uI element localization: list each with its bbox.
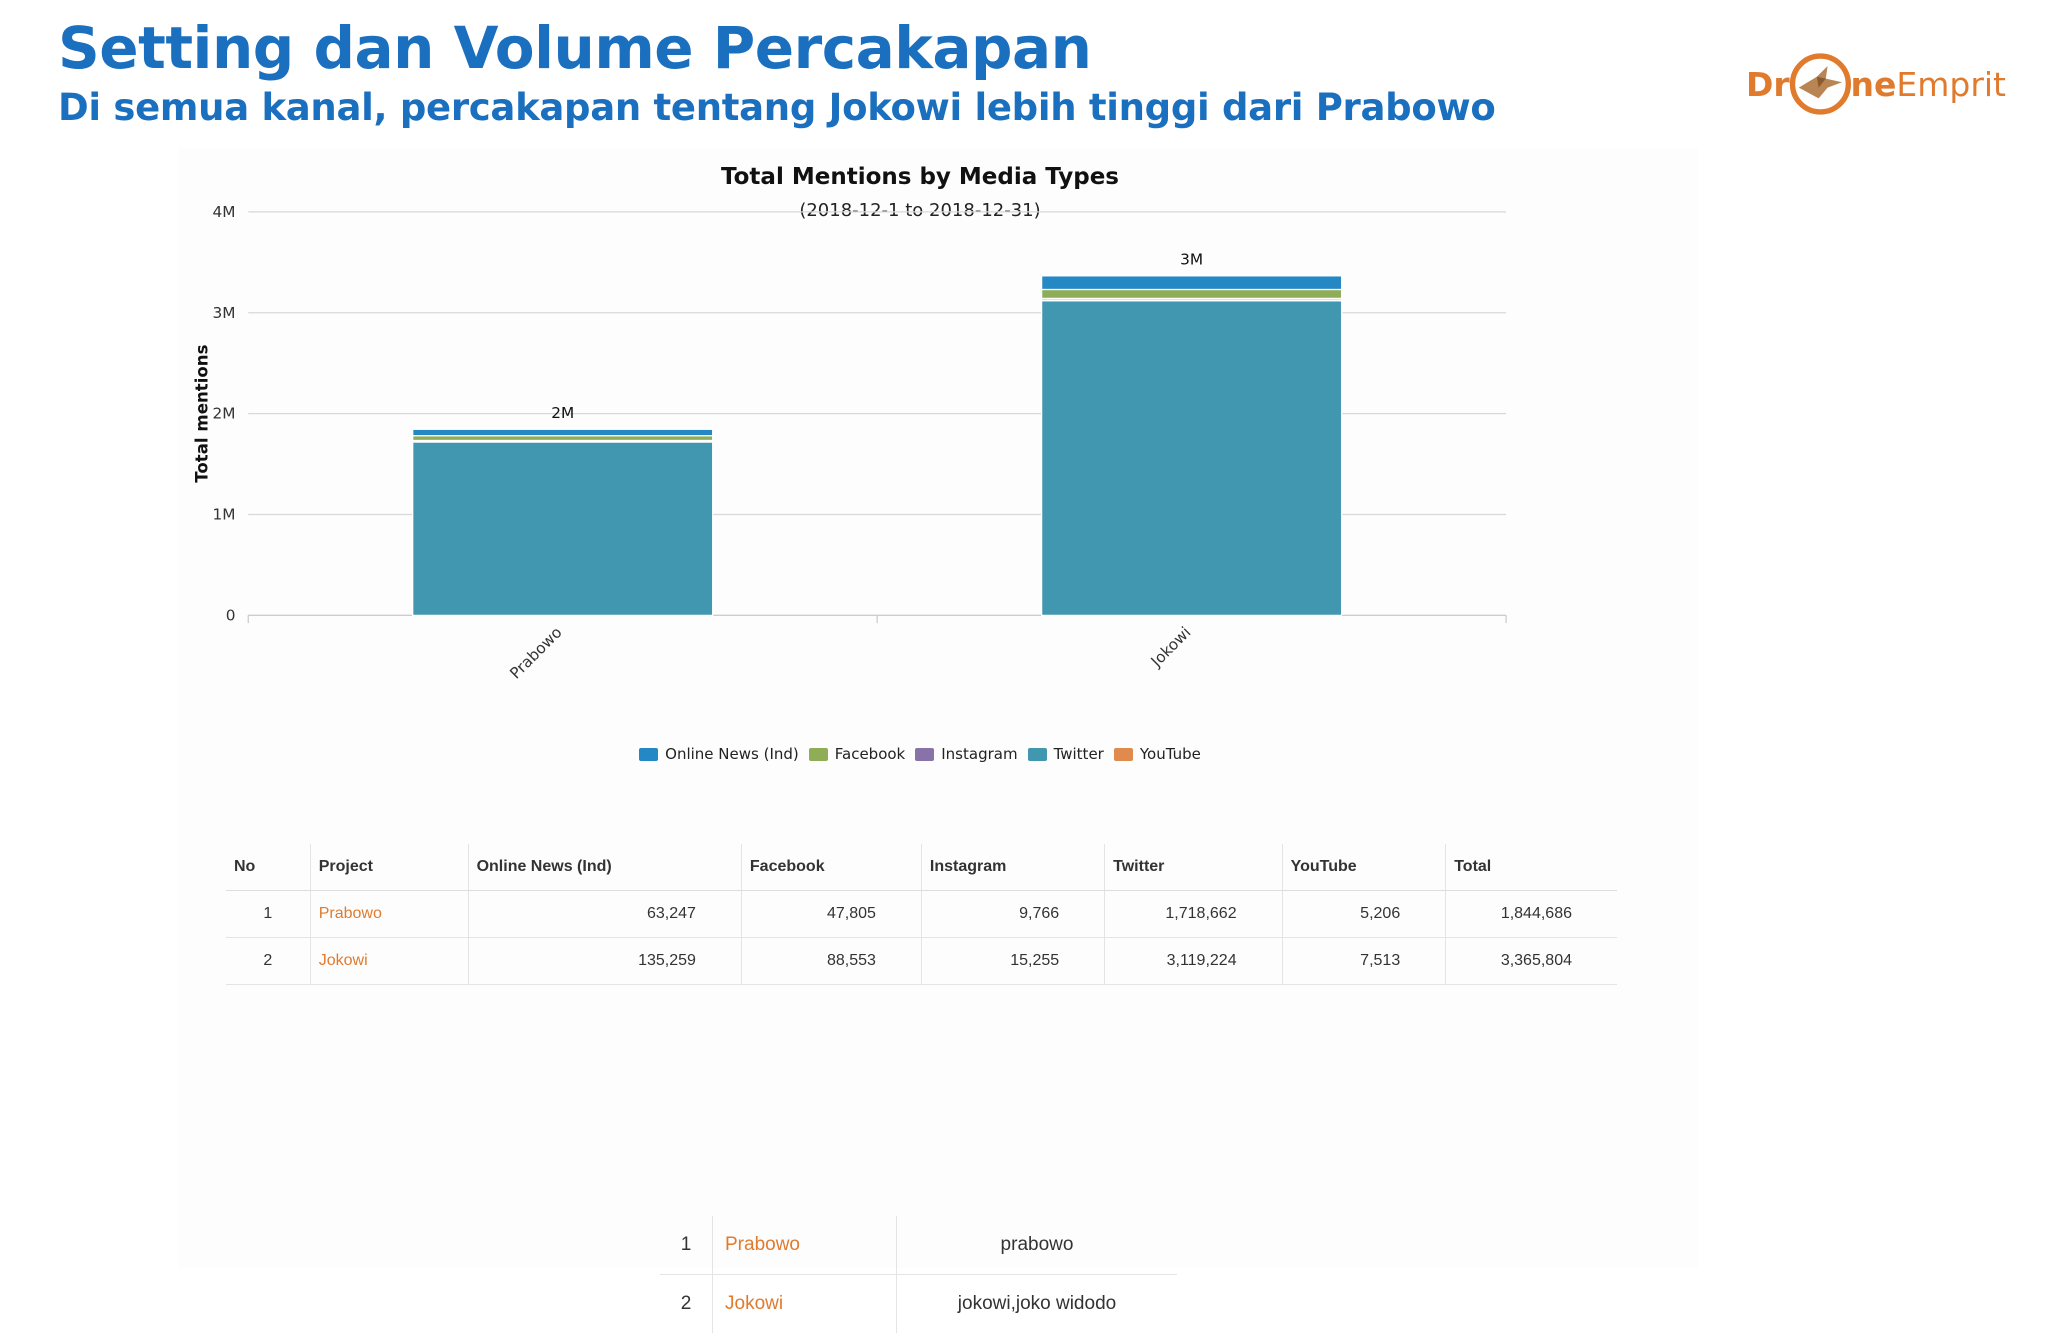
value-cell: 63,247 — [468, 891, 741, 938]
legend-swatch — [915, 748, 934, 761]
slide-subtitle: Di semua kanal, percakapan tentang Jokow… — [58, 86, 1495, 129]
value-cell: 3,119,224 — [1105, 938, 1282, 985]
legend-label: YouTube — [1140, 745, 1201, 763]
legend-label: Instagram — [941, 745, 1017, 763]
logo-text-dr: Dr — [1746, 65, 1790, 104]
y-tick-label: 4M — [212, 203, 235, 221]
bar-segment — [413, 442, 713, 615]
project-keywords-table: 1 Prabowo prabowo 2 Jokowi jokowi,joko widodo — [660, 1216, 1177, 1333]
keyword-list: prabowo — [897, 1216, 1178, 1275]
legend-item[interactable]: Instagram — [915, 745, 1017, 763]
project-cell: Prabowo — [310, 891, 468, 938]
legend-label: Facebook — [835, 745, 905, 763]
bar-total-label: 3M — [1180, 250, 1203, 268]
project-link[interactable]: Jokowi — [725, 1293, 783, 1314]
bar-segment — [413, 429, 713, 435]
value-cell: 7,513 — [1282, 938, 1446, 985]
bar-segment — [1042, 301, 1342, 616]
table-header-cell: Project — [310, 844, 468, 891]
y-tick-label: 3M — [212, 304, 235, 322]
x-category-label: Prabowo — [506, 623, 565, 682]
legend-item[interactable]: Online News (Ind) — [639, 745, 799, 763]
value-cell: 135,259 — [468, 938, 741, 985]
x-category-label: Jokowi — [1147, 623, 1195, 671]
legend-item[interactable]: Facebook — [809, 745, 905, 763]
drone-bird-icon — [1788, 48, 1853, 120]
y-tick-label: 2M — [212, 405, 235, 423]
project-link[interactable]: Prabowo — [725, 1234, 800, 1255]
value-cell: 5,206 — [1282, 891, 1446, 938]
keyword-row-number: 1 — [660, 1216, 713, 1275]
value-cell: 15,255 — [921, 938, 1104, 985]
table-header-cell: Instagram — [921, 844, 1104, 891]
logo-text-emprit: Emprit — [1896, 65, 2006, 104]
legend-swatch — [639, 748, 658, 761]
project-cell: Jokowi — [310, 938, 468, 985]
logo-text-ne: ne — [1851, 65, 1897, 104]
value-cell: 88,553 — [741, 938, 921, 985]
drone-emprit-logo: Dr ne Emprit — [1746, 48, 2006, 120]
bar-segment — [1042, 289, 1342, 298]
value-cell: 47,805 — [741, 891, 921, 938]
keyword-list: jokowi,joko widodo — [897, 1275, 1178, 1333]
legend-label: Online News (Ind) — [665, 745, 799, 763]
table-header-cell: Facebook — [741, 844, 921, 891]
legend-swatch — [1028, 748, 1047, 761]
y-axis-title: Total mentions — [192, 344, 211, 482]
legend-item[interactable]: YouTube — [1114, 745, 1201, 763]
row-number: 2 — [226, 938, 310, 985]
project-cell: Prabowo — [713, 1216, 897, 1275]
keyword-row: 1 Prabowo prabowo — [660, 1216, 1177, 1275]
bar-total-label: 2M — [551, 404, 574, 422]
value-cell: 1,844,686 — [1446, 891, 1617, 938]
slide-title: Setting dan Volume Percakapan — [58, 14, 1091, 82]
chart-legend: Online News (Ind) Facebook Instagram Twitte… — [178, 745, 1662, 763]
y-tick-label: 0 — [226, 606, 236, 624]
bar-segment — [1042, 276, 1342, 290]
value-cell: 3,365,804 — [1446, 938, 1617, 985]
value-cell: 1,718,662 — [1105, 891, 1282, 938]
legend-item[interactable]: Twitter — [1028, 745, 1104, 763]
legend-swatch — [1114, 748, 1133, 761]
project-link[interactable]: Prabowo — [319, 905, 382, 922]
project-cell: Jokowi — [713, 1275, 897, 1333]
row-number: 1 — [226, 891, 310, 938]
keyword-row: 2 Jokowi jokowi,joko widodo — [660, 1275, 1177, 1333]
table-header-cell: Total — [1446, 844, 1617, 891]
legend-label: Twitter — [1054, 745, 1104, 763]
bar-segment — [413, 436, 713, 441]
legend-swatch — [809, 748, 828, 761]
project-link[interactable]: Jokowi — [319, 952, 368, 969]
y-tick-label: 1M — [212, 506, 235, 524]
table-header-cell: No — [226, 844, 310, 891]
value-cell: 9,766 — [921, 891, 1104, 938]
table-header-cell: Twitter — [1105, 844, 1282, 891]
keyword-row-number: 2 — [660, 1275, 713, 1333]
report-panel: Total Mentions by Media Types (2018-12-1… — [178, 148, 1698, 1268]
table-header-cell: Online News (Ind) — [468, 844, 741, 891]
table-header-cell: YouTube — [1282, 844, 1446, 891]
